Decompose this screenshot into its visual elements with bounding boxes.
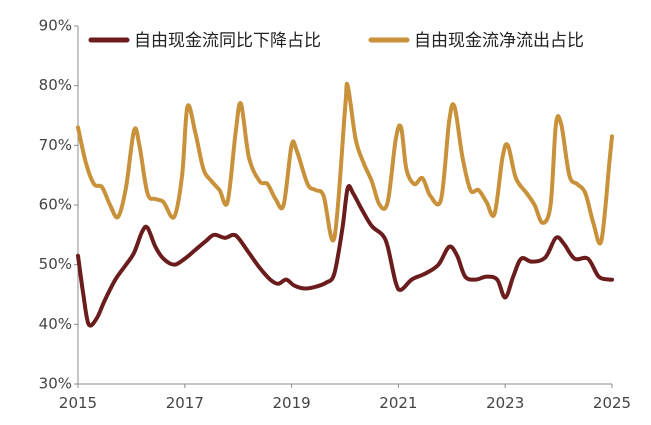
x-tick-label: 2023	[486, 394, 524, 412]
series-lines	[76, 81, 614, 328]
legend-label-1: 自由现金流净流出占比	[414, 31, 584, 51]
y-tick-label: 30%	[39, 375, 72, 393]
y-axis-ticks: 30% 40% 50% 60% 70% 80% 90%	[39, 17, 78, 393]
y-tick-label: 70%	[39, 136, 72, 154]
series-line-1	[76, 81, 614, 246]
legend-label-0: 自由现金流同比下降占比	[134, 31, 321, 51]
series-line-0	[76, 184, 614, 328]
y-tick-label: 60%	[39, 196, 72, 214]
x-tick-label: 2019	[273, 394, 311, 412]
x-axis-ticks: 2015 2017 2019 2021 2023 2025	[59, 384, 631, 412]
x-tick-label: 2025	[593, 394, 631, 412]
x-tick-label: 2015	[59, 394, 97, 412]
y-tick-label: 50%	[39, 255, 72, 273]
y-tick-label: 80%	[39, 76, 72, 94]
y-tick-label: 90%	[39, 17, 72, 35]
legend: 自由现金流同比下降占比 自由现金流净流出占比	[88, 31, 584, 51]
y-tick-label: 40%	[39, 315, 72, 333]
x-tick-label: 2021	[379, 394, 417, 412]
x-tick-label: 2017	[166, 394, 204, 412]
